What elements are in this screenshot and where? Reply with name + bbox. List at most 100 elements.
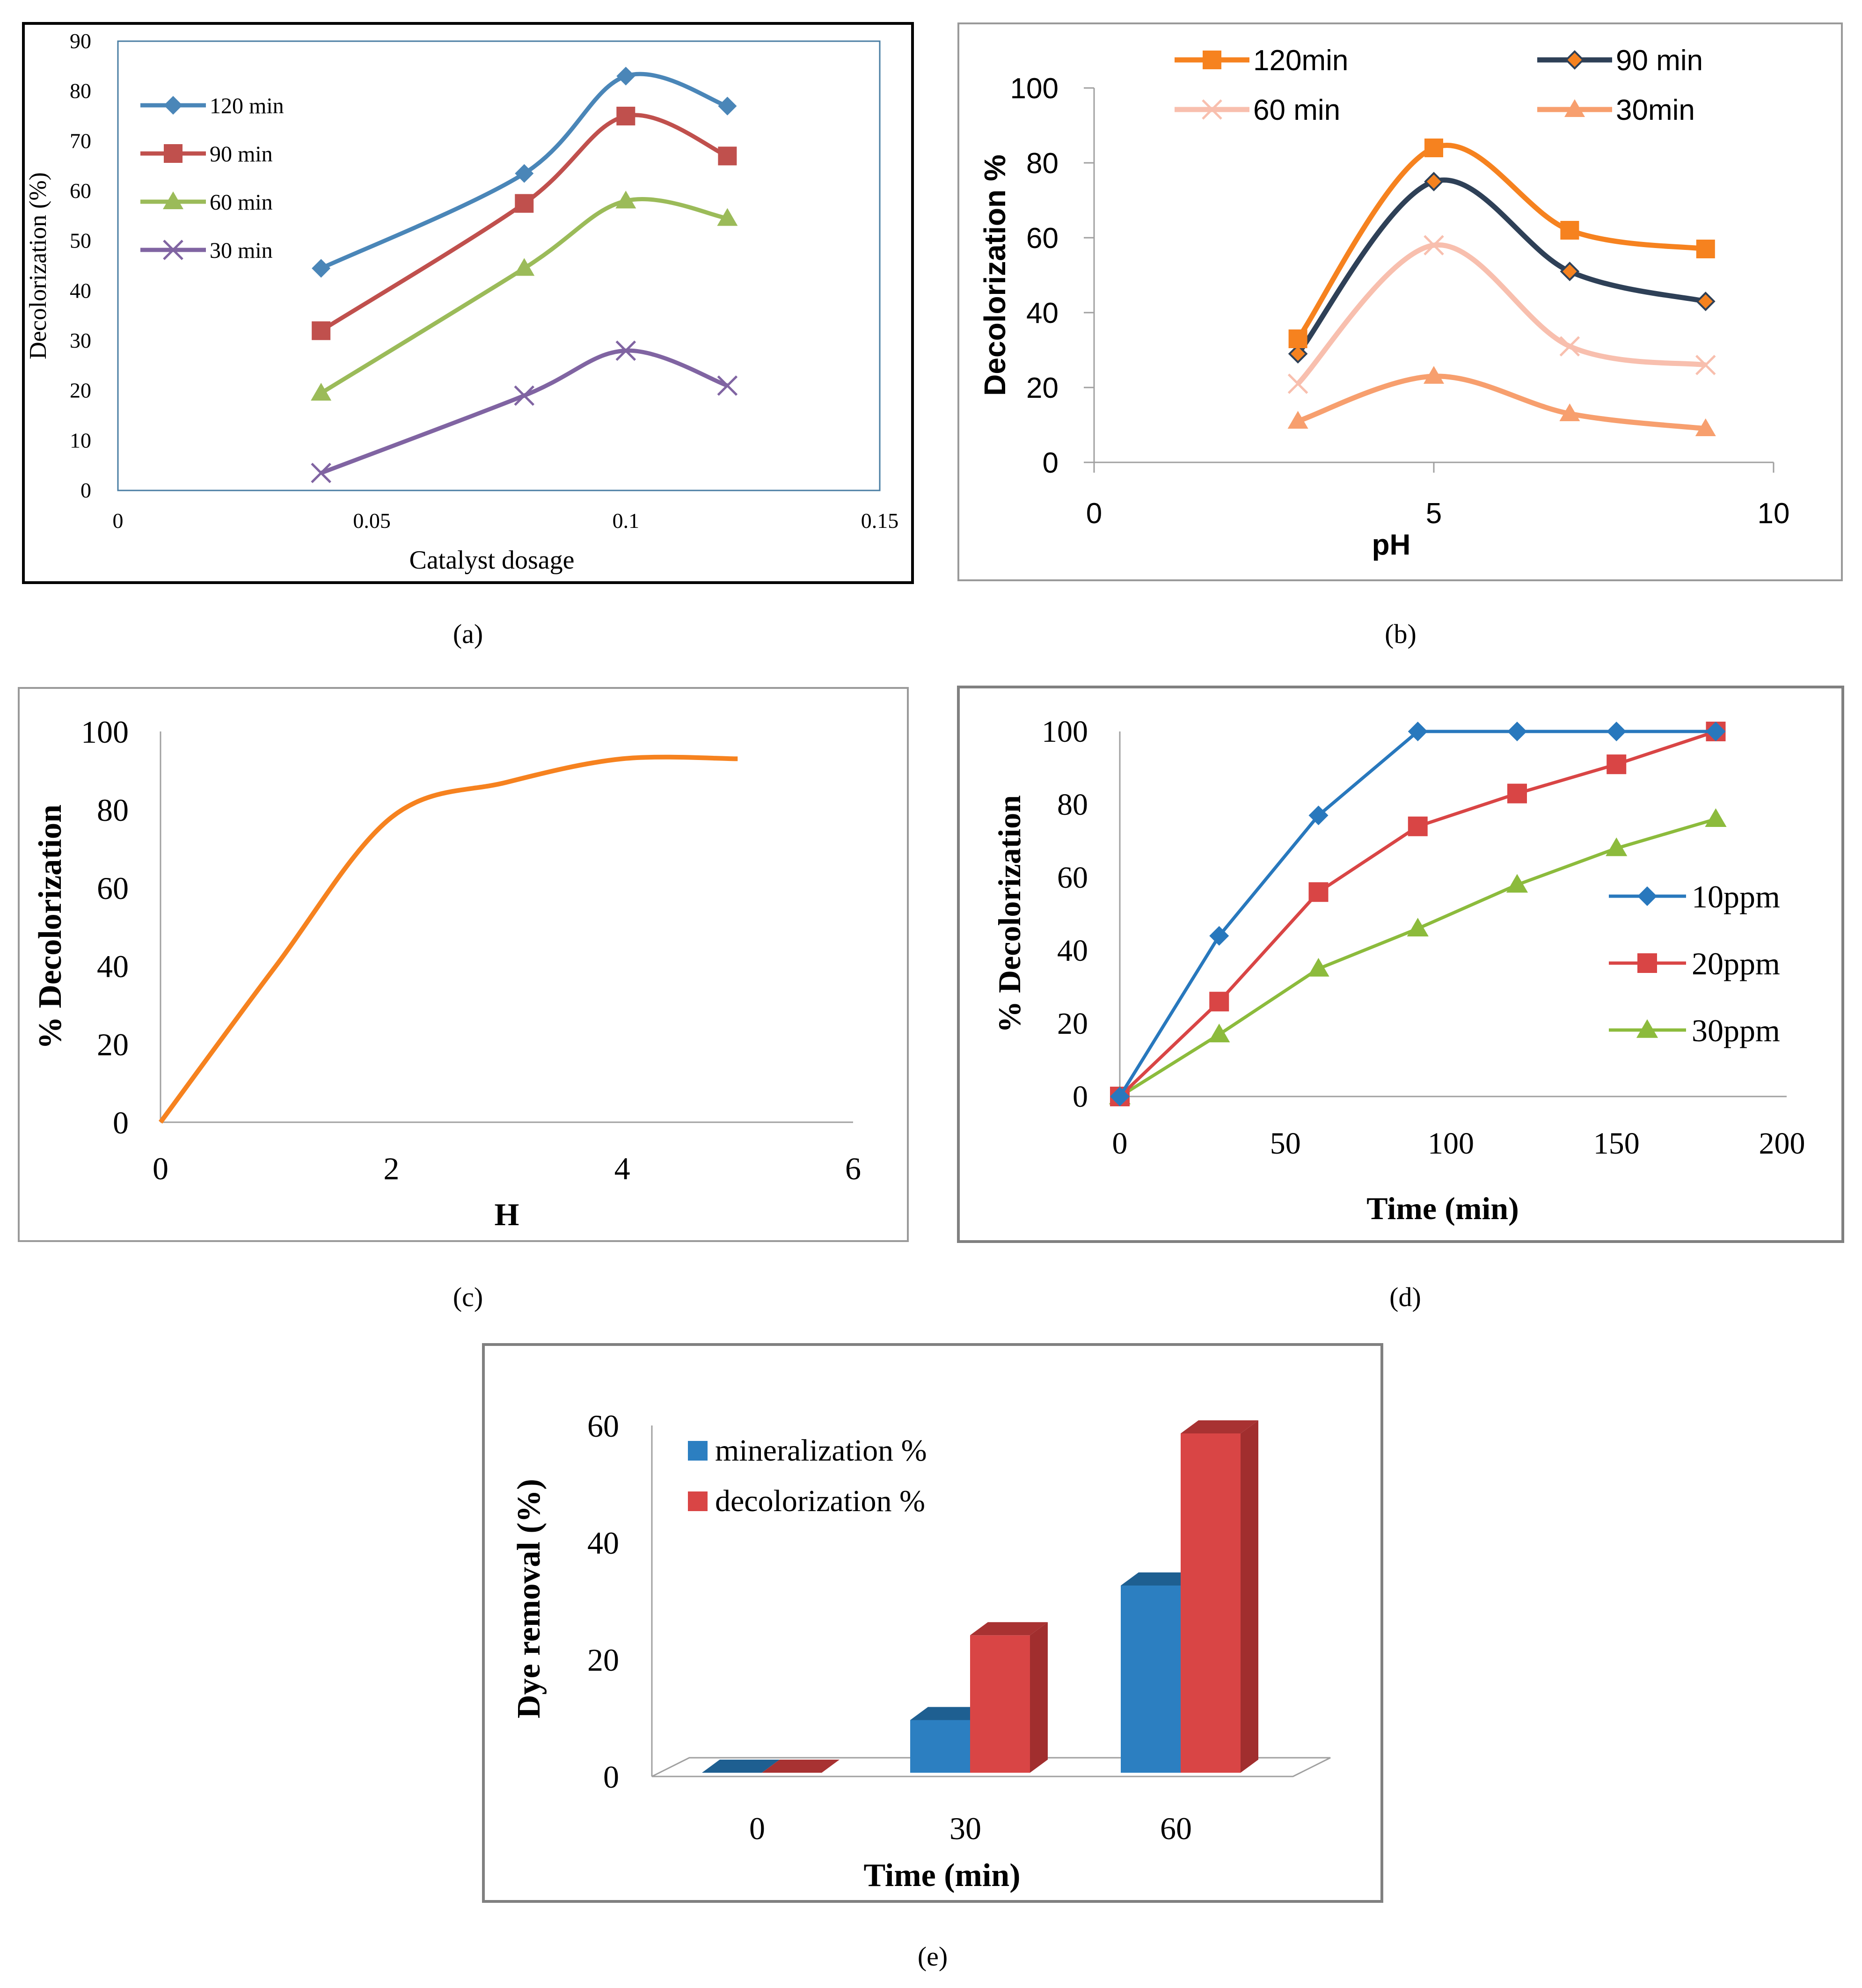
chart-d-legend-marker <box>1636 1019 1658 1038</box>
chart-a-y-tick-label: 40 <box>70 278 91 302</box>
chart-d-data-point <box>1110 1087 1130 1106</box>
chart-panel-e: 0 20 40 60 Dye removal (%) Time (min) 0 30 60 min… <box>482 1343 1383 1903</box>
chart-e-legend-swatch <box>688 1491 708 1511</box>
chart-b-x-tick-label: 5 <box>1426 497 1442 530</box>
chart-a-data-point <box>718 96 737 116</box>
chart-a-data-point <box>615 190 636 209</box>
chart-e-bar-0-0 <box>702 1760 780 1773</box>
chart-a-x-tick-label: 0.1 <box>613 509 640 533</box>
caption-e: (e) <box>918 1941 948 1972</box>
chart-a-data-point <box>718 146 737 166</box>
chart-a-data-point <box>515 164 534 183</box>
chart-b-y-tick-label: 20 <box>1026 372 1059 404</box>
chart-c-y-tick-label: 100 <box>81 714 129 750</box>
chart-d-data-point <box>1308 805 1329 826</box>
chart-a-data-point <box>717 375 738 396</box>
chart-e-bar-top <box>910 1707 988 1720</box>
chart-a-legend-label: 30 min <box>210 238 273 263</box>
chart-b-data-point <box>1560 221 1579 240</box>
chart-c-y-tick-label: 80 <box>97 792 129 828</box>
chart-d-data-point <box>1606 754 1627 775</box>
chart-b-data-point <box>1695 355 1716 375</box>
chart-e-bar-front <box>1121 1586 1181 1773</box>
chart-d-legend-label: 30ppm <box>1692 1013 1780 1048</box>
chart-a-x-axis-title: Catalyst dosage <box>409 546 574 575</box>
chart-panel-d: 0 20 40 60 80 100 0 50 100 150 200 Time (min) % Deco… <box>957 686 1844 1243</box>
chart-e-x-axis-title: Time (min) <box>863 1857 1020 1893</box>
chart-a-data-point <box>717 208 738 226</box>
chart-a-legend-label: 120 min <box>210 94 284 118</box>
chart-b-legend-marker <box>1564 99 1585 117</box>
chart-a-y-tick-label: 30 <box>70 329 91 352</box>
chart-a-legend-label: 60 min <box>210 190 273 215</box>
chart-a-series-line-3 <box>320 348 728 475</box>
chart-d-x-tick-label: 200 <box>1759 1126 1805 1161</box>
caption-a: (a) <box>453 619 483 649</box>
chart-d-data-point <box>1407 918 1429 936</box>
chart-b-data-point <box>1424 139 1443 157</box>
chart-b-data-point <box>1288 344 1308 364</box>
chart-d-legend-marker <box>1637 886 1657 906</box>
chart-c-y-tick-label: 0 <box>113 1105 129 1140</box>
chart-d-x-tick-label: 50 <box>1270 1126 1301 1161</box>
chart-d-y-tick-label: 40 <box>1057 934 1088 968</box>
chart-c-y-tick-label: 20 <box>97 1027 129 1062</box>
chart-a-y-tick-label: 90 <box>70 29 91 53</box>
chart-e-bar-front <box>910 1720 970 1773</box>
chart-a-x-tick-label: 0 <box>113 509 124 533</box>
chart-e-y-tick-label: 40 <box>587 1525 619 1561</box>
chart-b-data-point <box>1695 418 1716 436</box>
chart-a-data-point <box>311 462 331 483</box>
chart-a-legend-marker <box>163 240 183 260</box>
chart-b-legend-label: 90 min <box>1616 44 1703 77</box>
chart-c-x-tick-label: 6 <box>845 1151 861 1186</box>
chart-c-y-axis-title: % Decolorization <box>32 804 68 1049</box>
chart-e-y-tick-label: 20 <box>587 1642 619 1678</box>
chart-d-y-tick-label: 100 <box>1042 715 1088 749</box>
chart-e-bar-top <box>970 1622 1048 1636</box>
chart-e-bar-1-0 <box>762 1760 840 1773</box>
chart-a-x-tick-label: 0.15 <box>861 509 899 533</box>
chart-d-data-point <box>1706 722 1726 741</box>
chart-b-y-axis-title: Decolorization % <box>978 154 1012 396</box>
chart-d-data-point <box>1507 783 1527 804</box>
chart-b-data-point <box>1695 292 1716 311</box>
chart-b-y-tick-label: 100 <box>1010 73 1059 105</box>
chart-d-data-point <box>1506 874 1528 893</box>
chart-d-data-point <box>1209 992 1229 1012</box>
chart-d-data-point <box>1507 722 1527 741</box>
chart-e-bar-top <box>1121 1572 1198 1586</box>
chart-a-y-tick-label: 70 <box>70 129 91 153</box>
chart-e-bar-top <box>702 1760 780 1773</box>
chart-b-legend-label: 30min <box>1616 94 1695 126</box>
chart-e-y-tick-label: 0 <box>603 1759 619 1795</box>
chart-b-series-line-2 <box>1296 242 1706 386</box>
chart-a-legend-marker <box>163 191 183 209</box>
chart-b-legend-label: 120min <box>1253 44 1348 77</box>
chart-e-legend-label: decolorization % <box>715 1484 925 1518</box>
chart-d-y-tick-label: 60 <box>1057 861 1088 895</box>
chart-a-y-axis-title: Decolorization (%) <box>25 172 51 359</box>
chart-e-bar-1-1 <box>970 1622 1048 1773</box>
chart-b-data-point <box>1424 366 1444 384</box>
chart-b-y-tick-label: 40 <box>1026 297 1059 329</box>
chart-b-x-tick-label: 10 <box>1758 497 1790 530</box>
caption-d: (d) <box>1389 1282 1421 1312</box>
chart-a-series-line-2 <box>320 197 728 395</box>
chart-d-y-tick-label: 0 <box>1073 1080 1088 1114</box>
chart-a-legend-marker <box>164 96 183 115</box>
chart-d-x-tick-label: 150 <box>1593 1126 1640 1161</box>
chart-d-data-point <box>1209 926 1229 946</box>
chart-d-data-point <box>1208 1023 1230 1043</box>
chart-d-data-point <box>1408 816 1428 836</box>
chart-b-series-line-1 <box>1296 177 1706 356</box>
chart-e-x-tick-label: 60 <box>1160 1811 1192 1846</box>
chart-d-outer-frame <box>957 686 1844 1243</box>
chart-a-data-point <box>515 194 534 213</box>
chart-a-y-tick-label: 20 <box>70 379 91 402</box>
chart-e-y-axis-title: Dye removal (%) <box>511 1479 547 1718</box>
chart-b-legend-marker <box>1202 99 1222 120</box>
chart-d-y-axis-title: % Decolorization <box>992 795 1027 1033</box>
chart-a-data-point <box>514 385 535 406</box>
chart-e-legend-swatch <box>688 1441 708 1461</box>
